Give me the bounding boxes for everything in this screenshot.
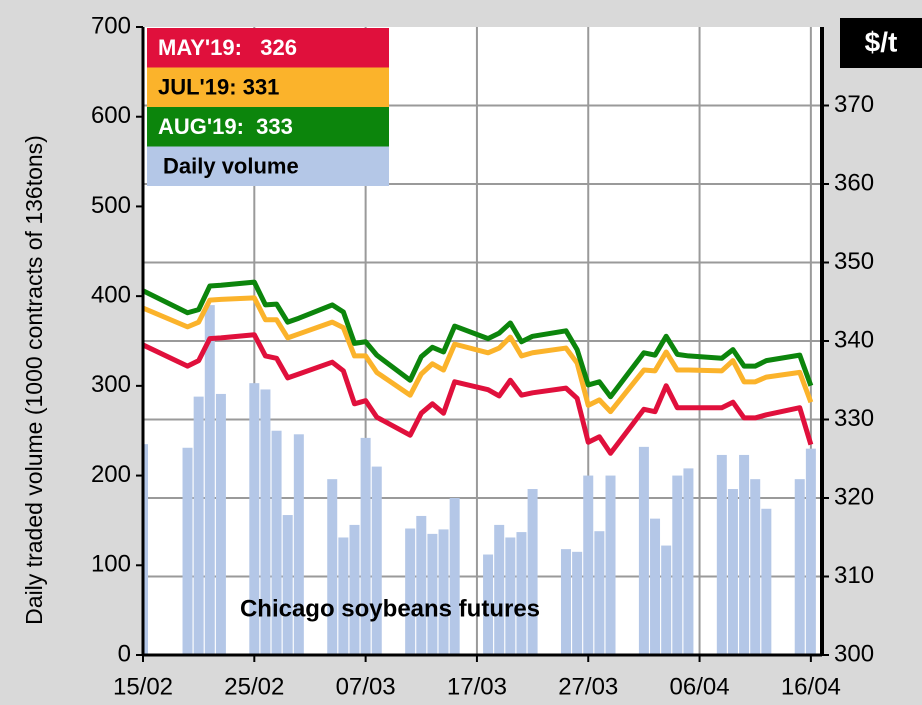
- bar: [483, 554, 494, 655]
- bar: [727, 489, 738, 655]
- legend-label: Daily volume: [163, 153, 299, 178]
- bar: [650, 518, 661, 655]
- y-tick-label: 400: [91, 281, 131, 308]
- bar: [605, 475, 616, 655]
- y-tick-label: 0: [118, 640, 131, 667]
- y2-tick-label: 370: [834, 91, 874, 118]
- bar: [327, 479, 338, 655]
- bar: [349, 524, 360, 655]
- x-tick-label: 07/03: [336, 673, 396, 700]
- y-axis-label: Daily traded volume (1000 contracts of 1…: [21, 135, 47, 625]
- x-tick-label: 27/03: [558, 673, 618, 700]
- bar: [594, 531, 605, 655]
- y-tick-label: 200: [91, 461, 131, 488]
- bar: [638, 446, 649, 655]
- bar: [516, 532, 527, 655]
- bar: [143, 444, 148, 655]
- y2-tick-label: 310: [834, 562, 874, 589]
- bar: [416, 515, 427, 655]
- bar: [505, 537, 516, 655]
- legend-swatch: [147, 146, 389, 186]
- legend-label: MAY'19: 326: [158, 35, 297, 60]
- line: [143, 332, 814, 456]
- y2-tick-label: 330: [834, 405, 874, 432]
- y2-tick-label: 350: [834, 248, 874, 275]
- y-tick-label: 600: [91, 102, 131, 129]
- x-tick-label: 17/03: [447, 673, 507, 700]
- annotation: Chicago soybeans futures: [240, 595, 540, 622]
- legend-label: JUL'19: 331: [158, 74, 279, 99]
- bar: [215, 393, 226, 655]
- unit-box: [840, 18, 922, 68]
- bar: [750, 479, 761, 655]
- y2-tick-label: 320: [834, 483, 874, 510]
- bar: [427, 533, 438, 655]
- bar: [761, 508, 772, 655]
- bar: [794, 479, 805, 655]
- bar: [182, 447, 193, 655]
- bar: [282, 515, 293, 655]
- bar: [449, 498, 460, 655]
- legend-swatch: [147, 67, 389, 107]
- bar: [716, 454, 727, 655]
- bar: [293, 434, 304, 655]
- line: [143, 295, 814, 415]
- bar: [193, 396, 204, 655]
- bar: [204, 305, 215, 655]
- y-tick-label: 300: [91, 371, 131, 398]
- bar: [672, 475, 683, 655]
- bar: [360, 437, 371, 655]
- bar: [739, 454, 750, 655]
- bar: [683, 468, 694, 655]
- bar: [527, 489, 538, 655]
- bar: [583, 475, 594, 655]
- x-tick-label: 06/04: [670, 673, 730, 700]
- y2-tick-label: 360: [834, 169, 874, 196]
- y2-tick-label: 300: [834, 640, 874, 667]
- bar: [338, 537, 349, 655]
- bar: [249, 383, 260, 655]
- bar: [572, 551, 583, 655]
- bar: [494, 524, 505, 655]
- x-tick-label: 25/02: [224, 673, 284, 700]
- y-tick-label: 100: [91, 551, 131, 578]
- legend-swatch: [147, 28, 389, 68]
- bar: [661, 545, 672, 655]
- bar: [271, 430, 282, 655]
- bar: [560, 549, 571, 655]
- bar: [438, 529, 449, 655]
- x-tick-label: 16/04: [781, 673, 841, 700]
- x-tick-label: 15/02: [113, 673, 173, 700]
- bar: [405, 528, 416, 655]
- y-tick-label: 700: [91, 12, 131, 39]
- bar: [805, 448, 816, 655]
- bar: [260, 389, 271, 655]
- legend-label: AUG'19: 333: [158, 114, 293, 139]
- y2-axis-label: $/t: [865, 26, 898, 57]
- y-tick-label: 500: [91, 192, 131, 219]
- line: [143, 279, 814, 400]
- y2-tick-label: 340: [834, 326, 874, 353]
- bar: [371, 466, 382, 655]
- legend-swatch: [147, 107, 389, 147]
